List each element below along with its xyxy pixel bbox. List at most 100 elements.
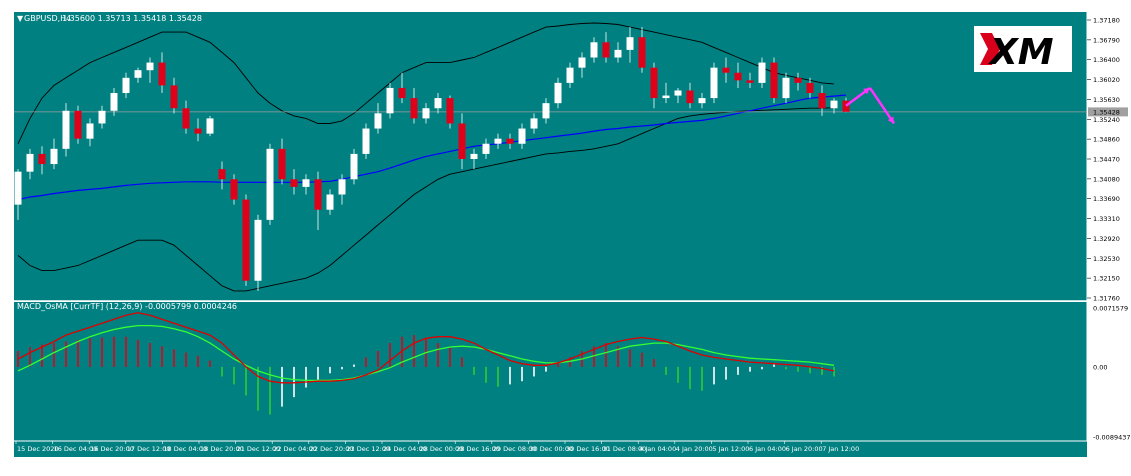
signal-line xyxy=(17,324,835,382)
moving-average xyxy=(17,94,847,201)
candle-body xyxy=(122,77,130,94)
price-tick-label: 1.36790 xyxy=(1093,36,1120,44)
time-tick-label: 28 Dec 16:00 xyxy=(456,445,500,453)
forecast-arrow-down xyxy=(868,87,896,125)
candle xyxy=(530,113,538,134)
candle-body xyxy=(626,37,634,50)
candle xyxy=(782,72,790,104)
candle-body xyxy=(194,128,202,134)
arrow-shaft xyxy=(868,87,896,125)
candle xyxy=(242,194,250,286)
candle xyxy=(38,146,46,175)
candle xyxy=(338,174,346,205)
candle xyxy=(470,148,478,170)
candle xyxy=(542,98,550,124)
oscillator-tick-label: 0.0071579 xyxy=(1093,305,1128,313)
candle xyxy=(86,118,94,147)
candle xyxy=(590,37,598,63)
candle-body xyxy=(530,118,538,129)
bollinger-bands xyxy=(17,22,835,292)
candle-body xyxy=(242,199,250,281)
time-tick-label: 18 Dec 04:00 xyxy=(163,445,207,453)
price-tick-label: 1.32150 xyxy=(1093,275,1120,283)
candle-body xyxy=(26,153,34,172)
indicator-header: MACD_OsMA [CurrTF] (12,26,9) -0.0005799 … xyxy=(17,302,237,311)
candle xyxy=(74,105,82,144)
time-tick-label: 31 Dec 08:00 xyxy=(603,445,647,453)
time-tick-label: 30 Dec 00:00 xyxy=(529,445,573,453)
candle xyxy=(686,82,694,109)
candle-body xyxy=(398,87,406,99)
candle xyxy=(386,82,394,119)
candle-body xyxy=(806,82,814,94)
candle-body xyxy=(770,62,778,99)
current-price-badge xyxy=(1088,107,1128,117)
candle-body xyxy=(362,128,370,154)
price-tick-label: 1.31760 xyxy=(1093,295,1120,303)
candle xyxy=(806,77,814,99)
candle-body xyxy=(50,148,58,165)
time-tick-label: 7 Jan 12:00 xyxy=(822,445,859,453)
candle xyxy=(734,62,742,88)
candle xyxy=(638,27,646,73)
macd-lines xyxy=(17,312,835,384)
candle-body xyxy=(818,93,826,109)
candle-body xyxy=(674,90,682,96)
candle-body xyxy=(602,42,610,58)
lower-band-line xyxy=(17,107,835,292)
candle xyxy=(698,93,706,109)
price-tick-label: 1.34860 xyxy=(1093,136,1120,144)
candle-body xyxy=(146,62,154,71)
time-axis-panel xyxy=(14,441,1087,457)
price-tick-label: 1.36020 xyxy=(1093,76,1120,84)
candle xyxy=(746,72,754,88)
time-tick-label: 15 Dec 2020 xyxy=(17,445,59,453)
candle-body xyxy=(86,123,94,139)
price-axis: 1.37180 1.36790 1.36400 1.36020 1.35630 1.352… xyxy=(1087,17,1128,303)
candle xyxy=(314,171,322,231)
candle-body xyxy=(434,98,442,109)
candle-body xyxy=(386,87,394,114)
time-tick-label: 29 Dec 08:00 xyxy=(493,445,537,453)
candle-body xyxy=(614,49,622,58)
candle-body xyxy=(338,179,346,195)
candle-body xyxy=(650,67,658,99)
candle-body xyxy=(422,108,430,119)
forecast-arrow-up xyxy=(845,86,871,107)
candle-body xyxy=(410,98,418,119)
candle-body xyxy=(74,110,82,139)
candle xyxy=(110,87,118,116)
candle-body xyxy=(374,113,382,129)
candle xyxy=(170,77,178,114)
price-tick-label: 1.35630 xyxy=(1093,96,1120,104)
candle xyxy=(434,93,442,114)
time-tick-label: 4 Jan 20:00 xyxy=(676,445,713,453)
indicator-panel[interactable] xyxy=(14,302,1087,441)
oscillator-axis: 0.0071579 0.00 -0.0089437 xyxy=(1093,305,1131,442)
candle xyxy=(290,169,298,195)
candle-body xyxy=(830,100,838,109)
forecast-arrows xyxy=(845,86,896,125)
candle xyxy=(458,113,466,170)
candles xyxy=(14,27,850,291)
main-panel[interactable] xyxy=(14,12,1087,301)
candle-body xyxy=(458,123,466,159)
candle xyxy=(374,103,382,134)
candle-body xyxy=(566,67,574,83)
time-tick-label: 4 Jan 04:00 xyxy=(639,445,676,453)
candle xyxy=(650,62,658,109)
candle xyxy=(578,52,586,78)
candle-body xyxy=(734,72,742,81)
candle-body xyxy=(182,108,190,129)
time-tick-label: 6 Jan 04:00 xyxy=(749,445,786,453)
candle-body xyxy=(554,82,562,104)
candle xyxy=(350,148,358,185)
candle-body xyxy=(350,153,358,180)
ma-line xyxy=(17,94,847,201)
candle xyxy=(770,57,778,104)
candle-body xyxy=(494,138,502,144)
arrow-head xyxy=(863,87,870,95)
candle xyxy=(122,72,130,99)
